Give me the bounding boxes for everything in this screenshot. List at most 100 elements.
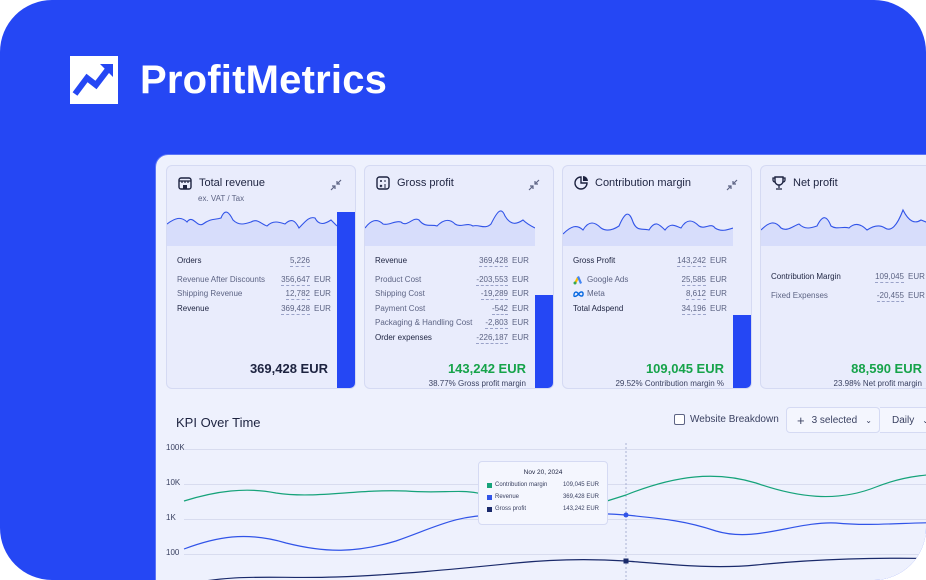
metric-value[interactable]: -2,803 <box>485 318 508 329</box>
metric-row: Revenue 369,428 EUR <box>375 254 529 269</box>
website-breakdown-toggle[interactable]: Website Breakdown <box>674 414 779 425</box>
card-value-bar <box>733 315 751 388</box>
metric-value[interactable]: 12,782 <box>285 289 310 300</box>
metric-label-wrap: Shipping Revenue <box>177 287 242 302</box>
collapse-icon[interactable] <box>527 178 541 192</box>
website-breakdown-label: Website Breakdown <box>690 414 779 425</box>
metrics-select-label: 3 selected <box>811 414 858 426</box>
tooltip-date: Nov 20, 2024 <box>523 469 563 476</box>
metric-unit: EUR <box>908 272 925 281</box>
card-big-value: 88,590 EUR <box>851 361 922 376</box>
tooltip-value: 143,242 <box>562 506 585 512</box>
card-footer: 38.77% Gross profit margin <box>428 379 526 388</box>
metric-label: Gross Profit <box>573 256 616 265</box>
metric-value[interactable]: 5,226 <box>289 256 310 267</box>
plus-icon: + <box>797 412 805 428</box>
metric-value[interactable]: 369,428 <box>281 303 310 315</box>
tooltip-label: Contribution margin <box>495 482 548 488</box>
metric-value[interactable]: -203,553 <box>476 274 508 286</box>
metric-value-wrap: 25,585 EUR <box>681 273 727 288</box>
collapse-icon[interactable] <box>329 178 343 192</box>
metric-value-wrap: -20,455 EUR <box>876 289 925 304</box>
metric-value-wrap: 5,226 <box>289 254 328 269</box>
metric-value-wrap: -2,803 EUR <box>485 316 529 331</box>
sparkline <box>167 211 337 246</box>
metric-value[interactable]: 34,196 <box>681 303 706 315</box>
card-footer: 23.98% Net profit margin <box>833 379 923 388</box>
pie-chart-icon <box>574 176 588 190</box>
metric-row: Packaging & Handling Cost -2,803 EUR <box>375 316 529 331</box>
metric-unit: EUR <box>512 303 529 313</box>
metric-value[interactable]: 143,242 <box>677 256 706 267</box>
kpi-section: KPI Over Time Website Breakdown + 3 sele… <box>156 403 926 580</box>
metric-row: Fixed Expenses -20,455 EUR <box>771 289 925 304</box>
tooltip-row: Contribution margin 109,045 EUR <box>479 482 607 488</box>
metric-row: Product Cost -203,553 EUR <box>375 273 529 288</box>
metric-label-wrap: Order expenses <box>375 331 432 346</box>
metric-value[interactable]: 356,647 <box>281 274 310 286</box>
series-line-gross-profit <box>207 557 926 580</box>
metric-label: Revenue After Discounts <box>177 274 266 284</box>
metric-label-wrap: Contribution Margin <box>771 270 841 285</box>
card-value-bar <box>535 295 553 388</box>
metric-unit: EUR <box>512 256 529 265</box>
y-tick: 10K <box>166 478 181 487</box>
metric-row: Shipping Cost -19,289 EUR <box>375 287 529 302</box>
metric-label-wrap: Shipping Cost <box>375 287 425 302</box>
trophy-icon <box>772 176 786 190</box>
metric-value[interactable]: 109,045 <box>875 272 904 283</box>
metric-label-wrap: Meta <box>573 287 605 302</box>
card-title: Net profit <box>793 177 838 189</box>
meta-icon <box>573 289 584 299</box>
y-tick: 1K <box>166 513 176 522</box>
metric-label-wrap: Revenue After Discounts <box>177 273 265 288</box>
metric-value[interactable]: -542 <box>491 303 508 315</box>
card-total-revenue[interactable]: Total revenue ex. VAT / Tax Orders 5,226 R… <box>166 165 356 389</box>
metric-value[interactable]: -19,289 <box>480 289 508 300</box>
sparkline <box>563 213 733 246</box>
gridline <box>184 449 926 450</box>
metric-unit: EUR <box>710 289 727 298</box>
card-contribution-margin[interactable]: Contribution margin Gross Profit 143,242 E… <box>562 165 752 389</box>
trend-up-icon <box>70 56 118 104</box>
metric-value-wrap: 143,242 EUR <box>677 254 727 269</box>
tooltip-value: 109,045 <box>562 482 585 488</box>
chevron-down-icon: ⌄ <box>865 415 872 425</box>
metric-row: Google Ads 25,585 EUR <box>573 273 727 288</box>
google-ads-icon <box>573 275 583 285</box>
chart-tooltip: Nov 20, 2024 Contribution margin 109,045… <box>478 461 608 525</box>
metric-value-wrap: 34,196 EUR <box>681 302 727 317</box>
sparkline <box>365 210 535 246</box>
tooltip-value: 369,428 <box>562 494 585 500</box>
metrics-select[interactable]: + 3 selected ⌄ <box>786 407 880 433</box>
checkbox[interactable] <box>674 414 685 425</box>
tooltip-label: Revenue <box>495 494 520 500</box>
collapse-icon[interactable] <box>725 178 739 192</box>
card-gross-profit[interactable]: Gross profit Revenue 369,428 EUR Product Co… <box>364 165 554 389</box>
metric-value[interactable]: -226,187 <box>476 332 508 344</box>
kpi-title: KPI Over Time <box>176 415 261 430</box>
metric-label-wrap: Payment Cost <box>375 302 425 317</box>
gridline <box>184 554 926 555</box>
metric-unit: EUR <box>512 274 529 284</box>
card-net-profit[interactable]: Net profit Contribution Margin 109,045 EUR… <box>760 165 926 389</box>
sparkline <box>761 208 926 246</box>
metric-value-wrap: 12,782 EUR <box>285 287 331 302</box>
tooltip-label: Gross profit <box>495 506 527 512</box>
metric-unit: EUR <box>314 303 331 313</box>
metric-value[interactable]: -20,455 <box>876 290 904 302</box>
metric-value-wrap: 356,647 EUR <box>281 273 331 288</box>
period-select[interactable]: Daily ⌄ <box>880 407 926 433</box>
metric-label: Revenue <box>177 303 210 313</box>
metric-label: Fixed Expenses <box>771 290 828 300</box>
metric-value[interactable]: 25,585 <box>681 274 706 286</box>
dashboard-panel: Total revenue ex. VAT / Tax Orders 5,226 R… <box>156 155 926 580</box>
metric-unit: EUR <box>710 256 727 265</box>
metric-label: Product Cost <box>375 274 422 284</box>
tooltip-unit: EUR <box>586 482 599 488</box>
tooltip-row: Revenue 369,428 EUR <box>479 494 607 500</box>
metric-value[interactable]: 369,428 <box>479 256 508 267</box>
metric-value[interactable]: 8,612 <box>685 289 706 300</box>
metric-unit: EUR <box>512 332 529 342</box>
card-title: Contribution margin <box>595 177 691 189</box>
